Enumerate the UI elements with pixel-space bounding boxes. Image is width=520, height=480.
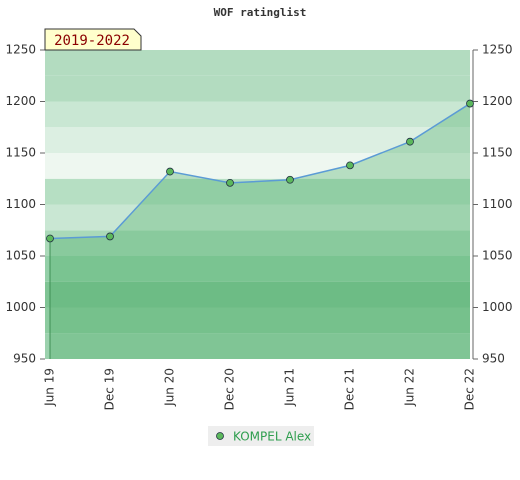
- y2-tick-label: 1200: [482, 94, 513, 108]
- y2-tick-label: 1000: [482, 300, 513, 314]
- y2-tick-label: 1050: [482, 249, 513, 263]
- y2-tick-label: 950: [482, 352, 505, 366]
- y-tick-label: 1150: [5, 146, 36, 160]
- y-tick-label: 1100: [5, 197, 36, 211]
- band: [45, 178, 470, 205]
- marker: [226, 178, 234, 187]
- x-tick-label: Jun 19: [43, 368, 57, 407]
- legend-marker: [216, 432, 224, 440]
- legend-box: [208, 426, 314, 446]
- band: [45, 153, 470, 179]
- x-tick-label: Jun 21: [283, 368, 297, 407]
- y-tick-label: 1200: [5, 94, 36, 108]
- marker: [466, 99, 474, 108]
- y-tick-label: 1250: [5, 43, 36, 57]
- y2-tick-label: 1150: [482, 146, 513, 160]
- legend-label: KOMPEL Alex: [233, 430, 311, 444]
- band: [45, 50, 470, 76]
- y2-tick-label: 1100: [482, 197, 513, 211]
- marker: [166, 167, 174, 176]
- x-tick-label: Jun 20: [163, 368, 177, 407]
- y-tick-label: 1050: [5, 249, 36, 263]
- x-tick-label: Dec 19: [103, 368, 117, 410]
- band: [45, 281, 470, 308]
- band: [45, 333, 470, 359]
- x-tick-label: Jun 22: [403, 368, 417, 407]
- marker: [106, 232, 114, 241]
- y2-tick-label: 1250: [482, 43, 513, 57]
- annotation: 2019-2022: [54, 33, 130, 49]
- background-bands: [45, 50, 470, 359]
- marker: [46, 234, 54, 243]
- annotation-box: [44, 28, 142, 51]
- y-tick-label: 950: [13, 352, 36, 366]
- band: [45, 256, 470, 282]
- y-tick-label: 1000: [5, 300, 36, 314]
- band: [45, 230, 470, 256]
- chart-title: WOF ratinglist: [214, 6, 307, 19]
- band: [45, 127, 470, 153]
- band: [45, 101, 470, 128]
- band: [45, 204, 470, 231]
- marker: [346, 161, 354, 170]
- band: [45, 307, 470, 334]
- area: [50, 103, 470, 359]
- marker: [406, 137, 414, 146]
- x-tick-label: Dec 20: [223, 368, 237, 410]
- line: [49, 102, 471, 240]
- band: [45, 75, 470, 102]
- marker: [286, 175, 294, 184]
- x-tick-label: Dec 22: [463, 368, 477, 410]
- x-tick-label: Dec 21: [343, 368, 357, 410]
